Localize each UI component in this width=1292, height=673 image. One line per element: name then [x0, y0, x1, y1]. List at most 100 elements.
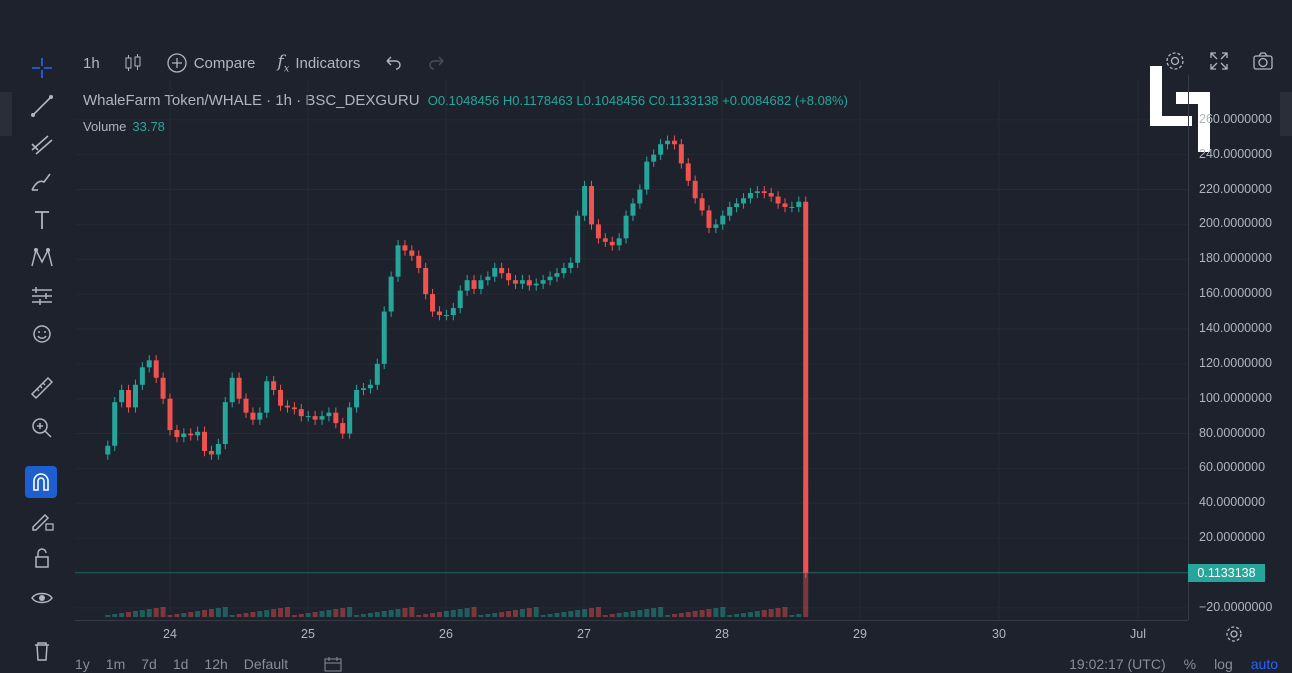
- chart-type-button[interactable]: [114, 48, 152, 78]
- candle-body: [568, 262, 574, 268]
- candle-body: [202, 431, 208, 451]
- compare-button[interactable]: Compare: [158, 48, 264, 78]
- volume-bar: [402, 608, 408, 617]
- candle-body: [533, 283, 539, 286]
- volume-bar: [554, 613, 560, 617]
- candle-body: [340, 423, 346, 434]
- volume-bar: [513, 610, 518, 617]
- hide-drawings-button[interactable]: [22, 580, 62, 616]
- volume-bar: [436, 612, 442, 617]
- remove-drawings-button[interactable]: [22, 633, 62, 669]
- range-button[interactable]: 7d: [141, 656, 157, 672]
- pattern-tool[interactable]: [22, 240, 62, 276]
- left-collapse-tab[interactable]: [0, 92, 12, 136]
- candle-body: [796, 201, 802, 207]
- candle-body: [402, 245, 408, 251]
- candle-body: [139, 367, 145, 385]
- time-axis[interactable]: 24 25 26 27 28 29 30 Jul: [75, 620, 1188, 647]
- camera-icon[interactable]: [1252, 50, 1274, 72]
- pencil-lock-icon: [32, 513, 54, 531]
- series-legend: WhaleFarm Token/WHALE · 1h · BSC_DEXGURU…: [83, 92, 848, 109]
- right-collapse-tab[interactable]: [1280, 92, 1292, 136]
- price-tick: 180.0000000: [1199, 251, 1272, 266]
- price-axis[interactable]: 260.0000000 240.0000000 220.0000000 200.000…: [1188, 75, 1292, 620]
- candle-body: [754, 191, 760, 194]
- lock-all-button[interactable]: [22, 540, 62, 576]
- candle-body: [395, 245, 401, 277]
- volume-bar: [319, 611, 325, 617]
- range-button[interactable]: Default: [243, 656, 289, 672]
- indicators-button[interactable]: fx Indicators: [269, 48, 368, 78]
- zoom-tool[interactable]: [22, 410, 62, 446]
- measure-tool[interactable]: [22, 370, 62, 406]
- brush-tool[interactable]: [22, 164, 62, 200]
- percent-toggle[interactable]: %: [1183, 656, 1197, 672]
- fullscreen-icon[interactable]: [1208, 50, 1230, 72]
- text-tool[interactable]: [22, 202, 62, 238]
- ruler-icon: [30, 376, 54, 400]
- settings-gear-icon[interactable]: [1164, 50, 1186, 72]
- pattern-icon: [31, 247, 53, 267]
- volume-bar: [485, 614, 491, 617]
- undo-icon: [386, 56, 402, 70]
- legend-exchange: BSC_DEXGURU: [305, 92, 420, 109]
- candle-body: [354, 389, 360, 408]
- redo-button[interactable]: [418, 48, 456, 78]
- volume-bar: [589, 608, 595, 617]
- volume-bar: [582, 609, 588, 617]
- interval-button[interactable]: 1h: [75, 48, 108, 78]
- candle-body: [416, 255, 422, 268]
- volume-bar: [202, 610, 208, 617]
- candle-body: [720, 215, 726, 225]
- calendar-icon[interactable]: [324, 656, 342, 672]
- time-tick: 27: [577, 627, 591, 641]
- trend-line-tool[interactable]: [22, 88, 62, 124]
- volume-bar: [499, 612, 505, 617]
- volume-value: 33.78: [132, 119, 165, 134]
- undo-button[interactable]: [374, 48, 412, 78]
- icon-tool[interactable]: [22, 316, 62, 352]
- volume-bar: [354, 615, 360, 617]
- candle-body: [229, 377, 235, 403]
- crosshair-tool[interactable]: [22, 50, 62, 86]
- price-tick: 60.0000000: [1199, 460, 1266, 475]
- candle-body: [146, 360, 152, 368]
- candle-body: [257, 412, 263, 420]
- axis-settings-gear-icon[interactable]: [1224, 624, 1244, 644]
- symbol-name[interactable]: WhaleFarm Token/WHALE: [83, 92, 262, 109]
- volume-bar: [284, 607, 290, 617]
- candlestick-chart[interactable]: [0, 0, 1188, 620]
- volume-bar: [305, 613, 311, 617]
- range-button[interactable]: 1y: [75, 656, 90, 672]
- candle-body: [706, 210, 712, 228]
- magnet-mode-button[interactable]: [25, 466, 57, 498]
- price-tick: 100.0000000: [1199, 390, 1272, 405]
- range-button[interactable]: 12h: [204, 656, 228, 672]
- lock-drawings-pencil[interactable]: [22, 502, 62, 538]
- prediction-tool[interactable]: [22, 278, 62, 314]
- candle-body: [284, 405, 290, 408]
- volume-bar: [775, 608, 781, 617]
- range-button[interactable]: 1m: [105, 656, 126, 672]
- volume-bar: [291, 615, 297, 617]
- fib-tool[interactable]: [22, 126, 62, 162]
- candle-body: [789, 206, 795, 208]
- candle-body: [713, 224, 719, 228]
- candle-body: [423, 267, 429, 295]
- candle-body: [195, 431, 201, 436]
- price-tick: 140.0000000: [1199, 320, 1272, 335]
- volume-bar: [768, 609, 774, 617]
- price-tick: −20.0000000: [1199, 599, 1273, 614]
- range-button[interactable]: 1d: [172, 656, 189, 672]
- log-toggle[interactable]: log: [1214, 656, 1233, 672]
- volume-bar: [609, 614, 615, 617]
- plus-circle-icon: [167, 53, 187, 73]
- volume-bar: [340, 608, 346, 617]
- redo-icon: [429, 56, 444, 70]
- candle-body: [312, 416, 318, 420]
- auto-toggle[interactable]: auto: [1250, 656, 1278, 672]
- candle-body: [582, 186, 588, 216]
- candle-body: [782, 203, 788, 207]
- top-right-toolbar: [1164, 50, 1274, 72]
- volume-bar: [464, 608, 470, 617]
